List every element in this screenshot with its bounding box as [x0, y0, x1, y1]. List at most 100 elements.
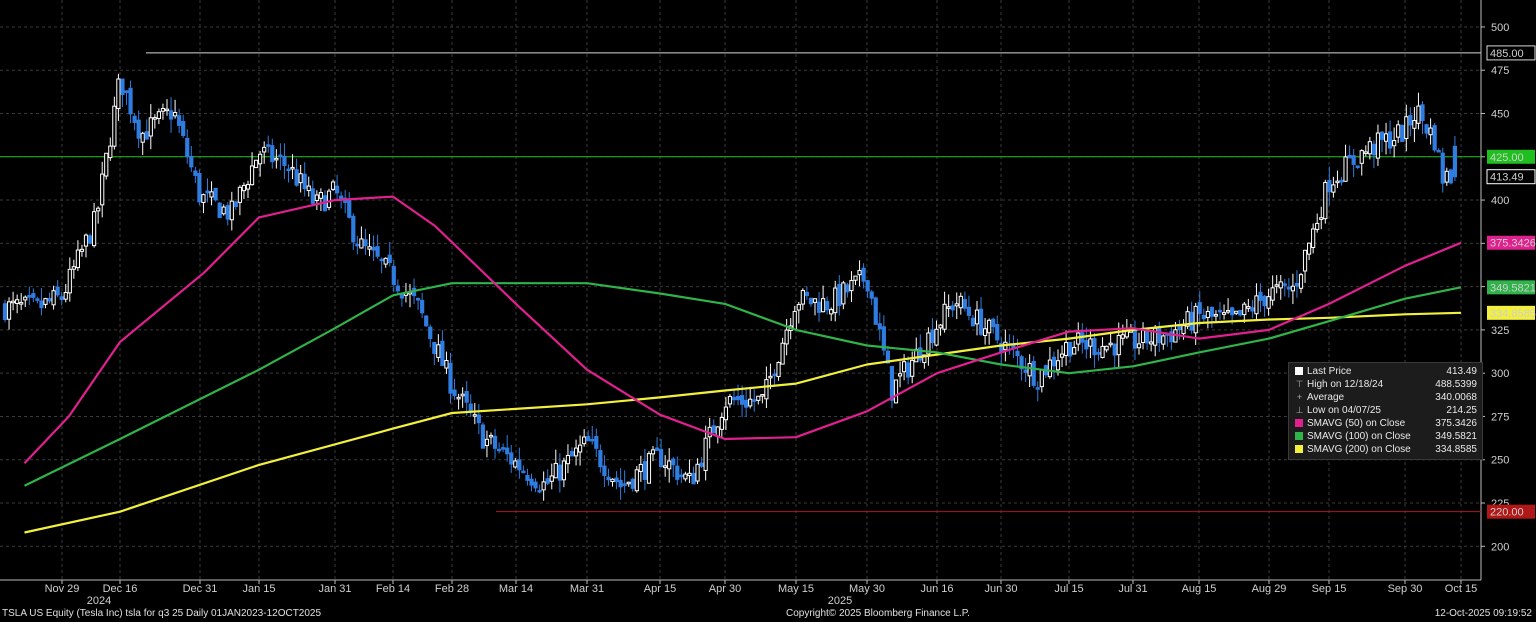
candle-body-up: [1185, 311, 1190, 327]
candle-body-up: [456, 396, 461, 400]
candle-body-up: [1072, 347, 1077, 355]
candle-body-up: [1315, 222, 1320, 230]
candle-body-up: [15, 299, 20, 304]
legend-label: Average: [1307, 392, 1345, 403]
x-tick-label: Jan 15: [242, 583, 275, 595]
candle-body-down: [480, 424, 485, 449]
candle-body-down: [1019, 356, 1024, 370]
y-tick-label: 250: [1491, 455, 1509, 467]
candle-body-up: [104, 152, 109, 177]
candle-body-up: [650, 449, 656, 455]
candle-body-down: [930, 329, 935, 344]
candle-body-down: [1339, 179, 1344, 183]
candle-body-down: [464, 390, 469, 403]
candle-body-down: [622, 483, 627, 486]
legend-value: 375.3426: [1435, 418, 1477, 429]
candle-body-up: [1428, 127, 1433, 136]
candle-body-up: [938, 324, 943, 329]
candle-body-up: [164, 108, 170, 112]
candle-body-down: [586, 435, 591, 442]
candle-body-down: [225, 205, 230, 220]
candle-body-up: [1278, 281, 1283, 289]
candle-body-up: [703, 437, 708, 471]
candle-body-up: [553, 462, 558, 479]
candle-body-up: [926, 332, 931, 355]
candle-body-down: [598, 450, 603, 468]
candle-body-down: [1035, 387, 1040, 390]
candle-body-down: [497, 448, 502, 452]
candle-body-down: [39, 300, 44, 309]
legend-sma50: SMAVG (50) on Close 375.3426: [1295, 417, 1477, 430]
candle-body-up: [1307, 242, 1312, 255]
x-tick-label: Dec 31: [183, 583, 218, 595]
candle-body-up: [43, 298, 48, 305]
candle-body-down: [699, 462, 704, 467]
candle-body-down: [1157, 327, 1162, 344]
candle-body-up: [667, 460, 672, 470]
candle-body-up: [1270, 287, 1275, 301]
candle-body-up: [1059, 353, 1065, 358]
candle-body-down: [962, 299, 967, 309]
candle-body-down: [837, 283, 842, 307]
candle-body-up: [792, 310, 797, 330]
candle-body-down: [618, 480, 623, 488]
legend-label: SMAVG (100) on Close: [1307, 431, 1411, 442]
candle-body-up: [1367, 141, 1372, 155]
candle-body-up: [942, 303, 947, 330]
candle-body-down: [521, 470, 526, 474]
candle-body-down: [47, 298, 52, 302]
candle-body-down: [845, 284, 850, 293]
level-tag-label: 485.00: [1490, 48, 1524, 60]
candle-body-down: [124, 90, 129, 93]
candle-body-up: [1149, 341, 1154, 345]
candle-body-up: [201, 194, 206, 203]
candle-body-down: [448, 362, 453, 394]
legend-value: 334.8585: [1435, 444, 1477, 455]
candle-body-down: [1201, 314, 1206, 320]
candle-body-up: [638, 463, 643, 472]
candle-body-up: [96, 207, 101, 212]
candle-body-up: [472, 414, 477, 417]
candle-body-down: [302, 173, 307, 190]
candle-body-up: [314, 194, 319, 202]
candle-body-down: [371, 246, 376, 251]
candle-body-up: [140, 132, 145, 143]
candle-body-up: [1064, 342, 1069, 356]
candle-body-up: [237, 186, 243, 203]
candle-body-up: [841, 282, 846, 305]
candle-body-up: [800, 289, 805, 305]
candle-body-up: [780, 342, 785, 365]
candle-body-down: [1371, 143, 1377, 156]
candle-body-down: [1262, 295, 1267, 307]
candle-body-up: [833, 287, 838, 314]
sma-tag-box: [1487, 235, 1535, 250]
candle-body-up: [274, 157, 279, 161]
candle-body-up: [1343, 156, 1348, 182]
sma-tag-box: [1487, 305, 1535, 320]
footer-copyright: Copyright© 2025 Bloomberg Finance L.P.: [786, 608, 970, 619]
candle-body-down: [1286, 286, 1291, 290]
candle-body-up: [1290, 285, 1296, 292]
candle-body-up: [582, 436, 587, 445]
candle-body-up: [1120, 334, 1125, 339]
candle-body-down: [950, 305, 955, 311]
candle-body-down: [740, 395, 745, 405]
candle-body-up: [954, 303, 959, 307]
candle-body-down: [59, 296, 64, 300]
candle-body-down: [278, 154, 283, 158]
candle-body-down: [885, 350, 890, 364]
candle-body-up: [573, 447, 579, 457]
x-tick-label: Feb 14: [376, 583, 410, 595]
candle-body-up: [1359, 150, 1364, 164]
candle-body-down: [1420, 104, 1425, 121]
x-tick-label: Mar 14: [499, 583, 533, 595]
y-tick-label: 400: [1491, 195, 1509, 207]
x-tick-label: May 30: [849, 583, 885, 595]
candle-body-down: [991, 318, 996, 328]
candle-body-up: [1266, 296, 1271, 309]
candle-body-up: [910, 359, 915, 377]
candle-body-up: [1319, 217, 1324, 220]
x-tick-label: May 15: [778, 583, 814, 595]
candle-body-down: [294, 169, 299, 186]
x-tick-label: Feb 28: [435, 583, 469, 595]
